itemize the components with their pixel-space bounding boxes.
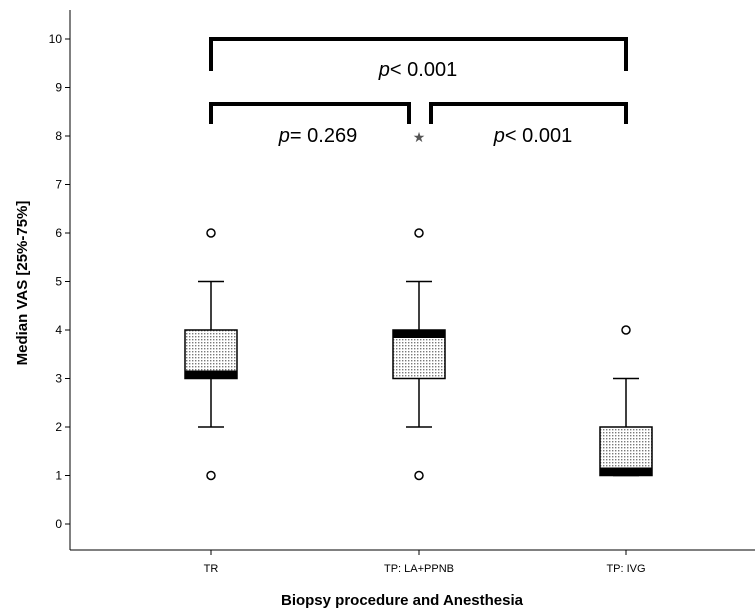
y-tick-label: 5 xyxy=(55,275,62,289)
p-value-label: p< 0.001 xyxy=(493,125,572,147)
y-tick-label: 7 xyxy=(55,178,62,192)
p-value-label: p< 0.001 xyxy=(378,59,457,81)
outlier-point xyxy=(206,228,216,238)
y-tick-label: 0 xyxy=(55,517,62,531)
y-tick-label: 3 xyxy=(55,372,62,386)
y-tick-label: 10 xyxy=(49,32,63,46)
bracket-3: p< 0.001 xyxy=(429,102,628,147)
x-tick-label: TR xyxy=(204,563,219,575)
box-tp-ivg xyxy=(599,325,653,477)
y-tick-label: 4 xyxy=(55,323,62,337)
y-tick-label: 9 xyxy=(55,81,62,95)
bracket-line xyxy=(429,102,628,124)
y-axis-title: Median VAS [25%-75%] xyxy=(14,201,31,366)
median-bar xyxy=(393,330,445,338)
extreme-point: ★ xyxy=(413,130,426,146)
bracket-2: p= 0.269 xyxy=(209,102,411,147)
axes xyxy=(69,10,755,551)
y-tick-label: 8 xyxy=(55,129,62,143)
iqr-box xyxy=(392,329,446,380)
y-tick-label: 1 xyxy=(55,469,62,483)
y-tick-label: 6 xyxy=(55,226,62,240)
x-tick-label: TP: LA+PPNB xyxy=(384,563,454,575)
iqr-box xyxy=(599,426,653,477)
bracket-1: p< 0.001 xyxy=(209,37,628,81)
y-tick-label: 2 xyxy=(55,420,62,434)
significance-brackets: p< 0.001 p= 0.269 p< 0.001 xyxy=(209,37,628,147)
median-bar xyxy=(600,467,652,476)
x-axis-title: Biopsy procedure and Anesthesia xyxy=(281,592,524,609)
outlier-point xyxy=(206,470,216,481)
bracket-line xyxy=(209,37,628,71)
box-tr xyxy=(184,228,238,481)
outlier-point xyxy=(621,325,631,335)
boxes: ★ xyxy=(184,130,653,481)
box-tp-la-ppnb: ★ xyxy=(392,130,446,481)
p-value-label: p= 0.269 xyxy=(278,125,357,147)
median-bar xyxy=(185,370,237,379)
bracket-line xyxy=(209,102,411,124)
x-tick-label: TP: IVG xyxy=(606,563,645,575)
outlier-point xyxy=(414,470,424,481)
outlier-point xyxy=(414,228,424,238)
y-ticks: 0 1 2 3 4 5 6 7 8 9 10 TR TP: LA+PPNB TP: IVG xyxy=(49,32,646,575)
